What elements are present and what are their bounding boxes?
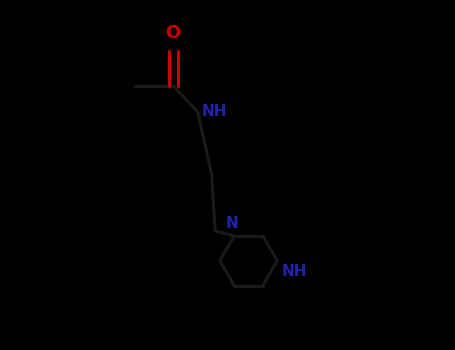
Text: O: O <box>166 24 181 42</box>
Text: NH: NH <box>202 104 228 119</box>
Text: N: N <box>226 216 239 231</box>
Text: NH: NH <box>281 264 307 279</box>
